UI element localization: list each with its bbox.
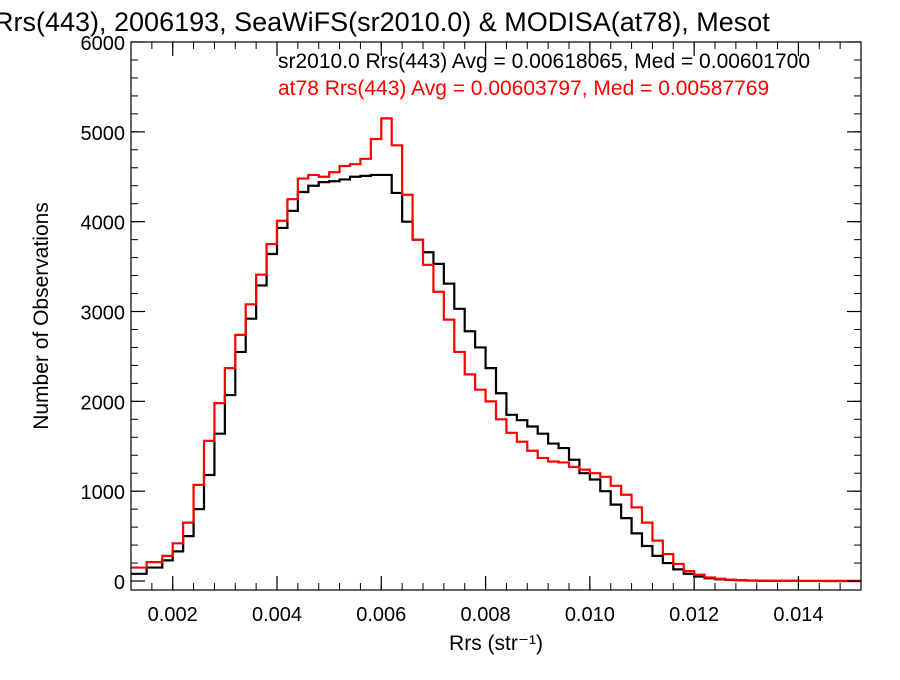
y-tick-label: 2000 bbox=[81, 392, 126, 414]
y-axis-label: Number of Observations bbox=[30, 202, 53, 430]
y-tick-label: 5000 bbox=[81, 123, 126, 145]
x-axis-label: Rrs (str⁻¹) bbox=[449, 632, 543, 655]
x-tick-label: 0.002 bbox=[148, 604, 198, 626]
y-tick-label: 1000 bbox=[81, 482, 126, 504]
x-tick-label: 0.010 bbox=[565, 604, 615, 626]
x-tick-label: 0.014 bbox=[773, 604, 823, 626]
y-tick-label: 4000 bbox=[81, 213, 126, 235]
x-axis: 0.002 0.004 0.006 0.008 0.010 0.012 0.014 bbox=[130, 42, 862, 626]
y-tick-label: 6000 bbox=[81, 33, 126, 55]
chart-title: Rrs(443), 2006193, SeaWiFS(sr2010.0) & M… bbox=[0, 7, 770, 37]
x-tick-label: 0.008 bbox=[461, 604, 511, 626]
annotation-at78: at78 Rrs(443) Avg = 0.00603797, Med = 0.… bbox=[278, 77, 769, 100]
x-tick-label: 0.012 bbox=[669, 604, 719, 626]
y-tick-label: 0 bbox=[114, 572, 125, 594]
y-axis: 0 1000 2000 3000 4000 5000 6000 bbox=[81, 33, 861, 594]
series-line-at78 bbox=[131, 117, 861, 583]
y-tick-label: 3000 bbox=[81, 303, 126, 325]
x-tick-label: 0.006 bbox=[356, 604, 406, 626]
plot-frame bbox=[130, 41, 862, 591]
x-tick-label: 0.004 bbox=[252, 604, 302, 626]
annotation-sr2010: sr2010.0 Rrs(443) Avg = 0.00618065, Med … bbox=[278, 50, 810, 73]
plot-marks bbox=[131, 117, 861, 583]
